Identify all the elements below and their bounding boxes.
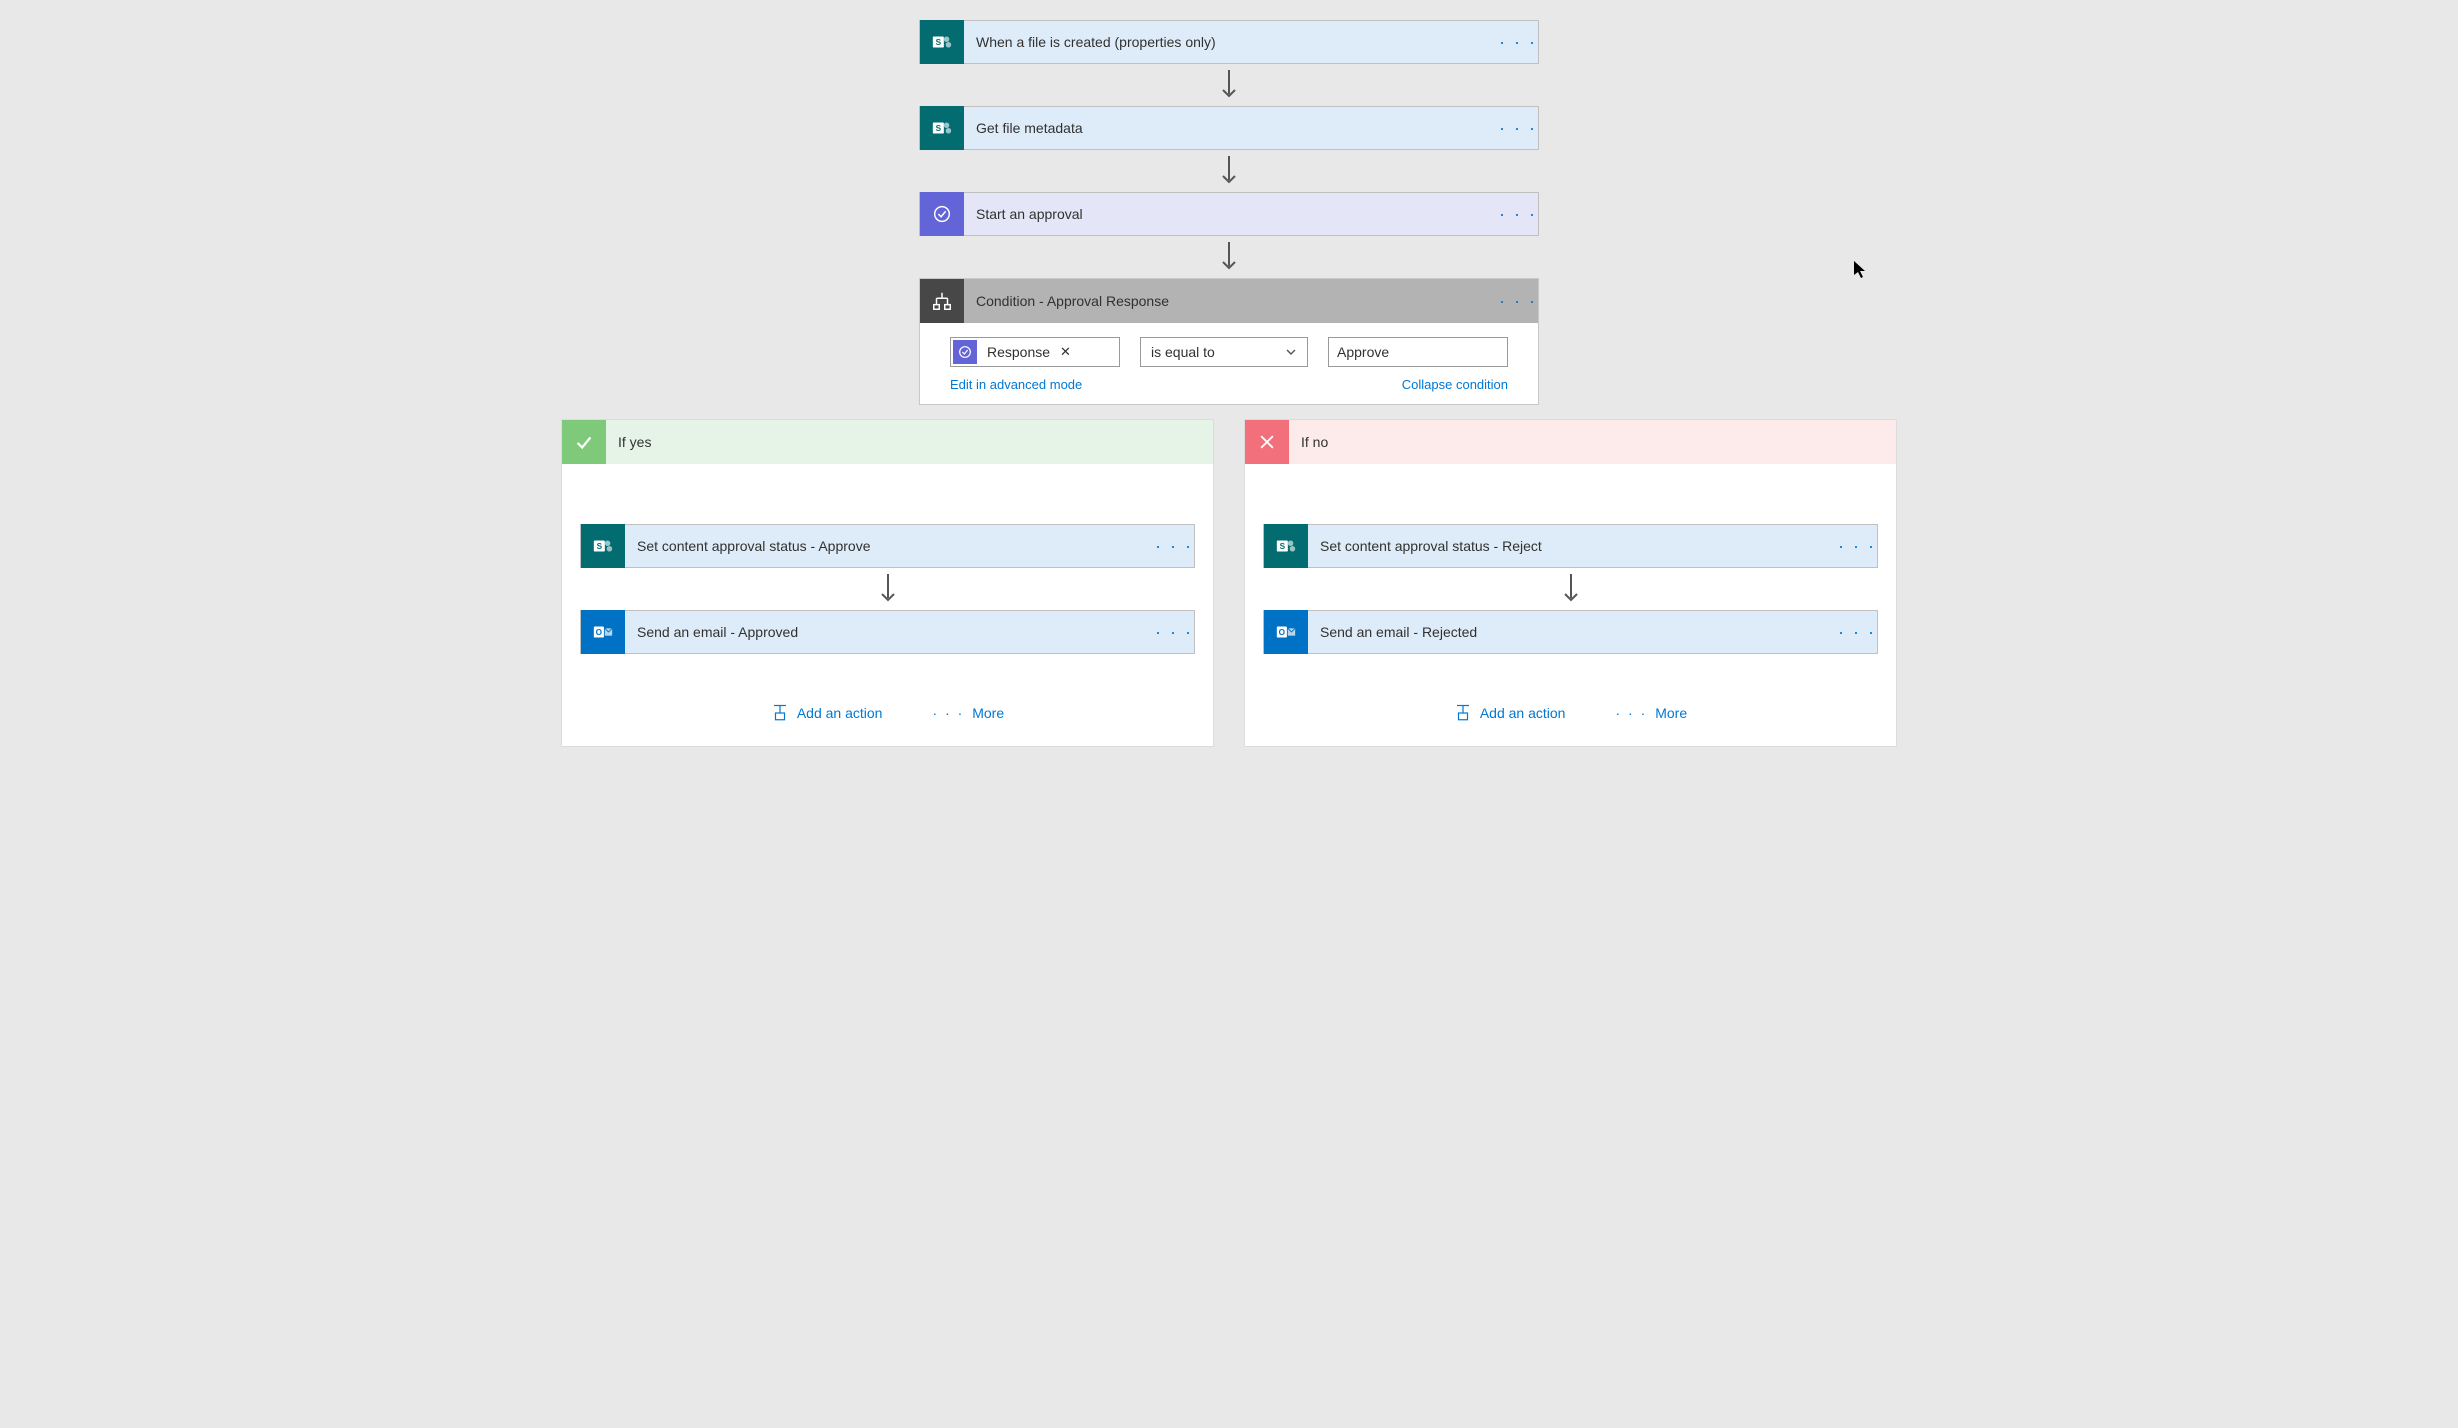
outlook-icon: O	[1264, 610, 1308, 654]
more-button[interactable]: · · · More	[932, 704, 1004, 722]
step-title: Start an approval	[964, 206, 1498, 222]
arrow-icon	[1219, 236, 1239, 278]
add-action-button[interactable]: Add an action	[771, 704, 883, 722]
step-title: Set content approval status - Approve	[625, 538, 1154, 554]
approval-icon	[953, 340, 977, 364]
arrow-icon	[1561, 568, 1581, 610]
sharepoint-icon: S	[581, 524, 625, 568]
more-icon[interactable]: · · ·	[1837, 536, 1877, 557]
step-title: Condition - Approval Response	[964, 293, 1498, 309]
remove-token-icon[interactable]: ✕	[1060, 344, 1079, 360]
condition-branches: If yes S Set content approval status - A…	[509, 419, 1949, 747]
condition-value: Approve	[1337, 344, 1389, 360]
svg-text:O: O	[596, 628, 603, 637]
more-icon: · · ·	[1615, 705, 1647, 721]
condition-step: Condition - Approval Response · · · Resp…	[919, 278, 1539, 405]
step-title: Send an email - Rejected	[1308, 624, 1837, 640]
email-rejected-step[interactable]: O Send an email - Rejected · · ·	[1263, 610, 1878, 654]
more-icon[interactable]: · · ·	[1154, 536, 1194, 557]
more-icon[interactable]: · · ·	[1498, 118, 1538, 139]
condition-header[interactable]: Condition - Approval Response · · ·	[920, 279, 1538, 323]
more-icon[interactable]: · · ·	[1498, 204, 1538, 225]
more-icon[interactable]: · · ·	[1498, 32, 1538, 53]
add-action-button[interactable]: Add an action	[1454, 704, 1566, 722]
more-label: More	[972, 705, 1004, 721]
more-icon[interactable]: · · ·	[1498, 291, 1538, 312]
sharepoint-icon: S	[1264, 524, 1308, 568]
operator-value: is equal to	[1151, 344, 1215, 360]
get-metadata-step[interactable]: S Get file metadata · · ·	[919, 106, 1539, 150]
token-label: Response	[983, 344, 1054, 360]
condition-left-field[interactable]: Response ✕	[950, 337, 1120, 367]
step-title: Set content approval status - Reject	[1308, 538, 1837, 554]
email-approved-step[interactable]: O Send an email - Approved · · ·	[580, 610, 1195, 654]
step-title: Get file metadata	[964, 120, 1498, 136]
flow-canvas: S When a file is created (properties onl…	[509, 20, 1949, 747]
more-icon: · · ·	[932, 705, 964, 721]
svg-text:O: O	[1279, 628, 1286, 637]
more-icon[interactable]: · · ·	[1837, 622, 1877, 643]
if-yes-branch: If yes S Set content approval status - A…	[561, 419, 1214, 747]
edit-advanced-link[interactable]: Edit in advanced mode	[950, 377, 1082, 392]
if-no-branch: If no S Set content approval status - Re…	[1244, 419, 1897, 747]
svg-text:S: S	[597, 542, 603, 551]
arrow-icon	[1219, 150, 1239, 192]
sharepoint-icon: S	[920, 106, 964, 150]
branch-title: If no	[1289, 434, 1340, 450]
condition-operator-select[interactable]: is equal to	[1140, 337, 1308, 367]
add-action-label: Add an action	[1480, 705, 1566, 721]
approve-status-step[interactable]: S Set content approval status - Approve …	[580, 524, 1195, 568]
step-title: When a file is created (properties only)	[964, 34, 1498, 50]
step-title: Send an email - Approved	[625, 624, 1154, 640]
svg-text:S: S	[1280, 542, 1286, 551]
chevron-down-icon	[1285, 346, 1297, 358]
add-action-label: Add an action	[797, 705, 883, 721]
more-label: More	[1655, 705, 1687, 721]
sharepoint-icon: S	[920, 20, 964, 64]
branch-title: If yes	[606, 434, 663, 450]
cross-icon	[1245, 420, 1289, 464]
checkmark-icon	[562, 420, 606, 464]
arrow-icon	[1219, 64, 1239, 106]
more-icon[interactable]: · · ·	[1154, 622, 1194, 643]
response-token[interactable]: Response ✕	[953, 340, 1079, 364]
condition-value-field[interactable]: Approve	[1328, 337, 1508, 367]
more-button[interactable]: · · · More	[1615, 704, 1687, 722]
condition-icon	[920, 279, 964, 323]
trigger-step[interactable]: S When a file is created (properties onl…	[919, 20, 1539, 64]
outlook-icon: O	[581, 610, 625, 654]
svg-text:S: S	[936, 124, 942, 133]
reject-status-step[interactable]: S Set content approval status - Reject ·…	[1263, 524, 1878, 568]
start-approval-step[interactable]: Start an approval · · ·	[919, 192, 1539, 236]
cursor-icon	[1853, 260, 1869, 280]
arrow-icon	[878, 568, 898, 610]
approval-icon	[920, 192, 964, 236]
svg-text:S: S	[936, 38, 942, 47]
collapse-condition-link[interactable]: Collapse condition	[1402, 377, 1508, 392]
